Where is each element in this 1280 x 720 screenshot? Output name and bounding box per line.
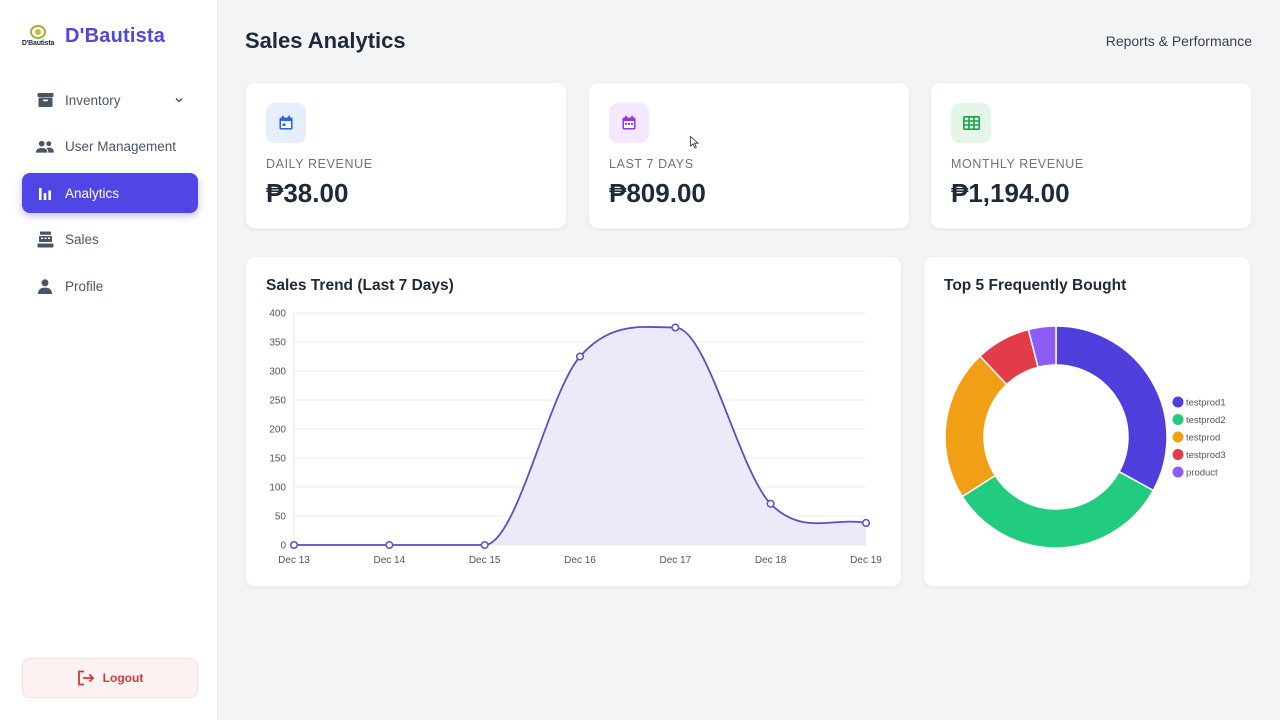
chevron-down-icon[interactable]	[174, 93, 184, 108]
x-tick-label: Dec 19	[850, 555, 882, 566]
mouse-cursor-icon	[690, 135, 700, 154]
top5-card: Top 5 Frequently Bought testprod1 testpro…	[923, 256, 1251, 587]
y-tick-label: 50	[275, 512, 287, 523]
stat-value: ₱1,194.00	[951, 178, 1070, 208]
archive-box-icon	[36, 91, 54, 109]
y-tick-label: 350	[269, 338, 286, 349]
stat-label: DAILY REVENUE	[266, 157, 373, 171]
legend-label[interactable]: testprod2	[1186, 415, 1226, 426]
x-tick-label: Dec 13	[278, 555, 310, 566]
y-tick-label: 200	[269, 425, 286, 436]
sales-trend-chart: 0 50 100 150 200 250 300 350 400 Dec 13 Dec 14 Dec …	[269, 309, 882, 567]
x-tick-label: Dec 18	[755, 555, 787, 566]
data-point[interactable]	[575, 352, 585, 361]
sidebar-item-user-management[interactable]: User Management	[22, 127, 198, 167]
table-grid-icon	[951, 103, 991, 143]
data-point[interactable]	[480, 540, 489, 550]
sidebar-item-label: Sales	[65, 232, 99, 247]
sidebar-item-inventory[interactable]: Inventory	[22, 80, 198, 120]
donut-slice[interactable]	[944, 355, 1008, 498]
x-tick-label: Dec 15	[469, 555, 501, 566]
data-point[interactable]	[289, 540, 299, 550]
calendar-week-icon	[609, 103, 649, 143]
chart-title: Top 5 Frequently Bought	[944, 277, 1127, 294]
sales-trend-card: Sales Trend (Last 7 Days) 0 50 100 150 200 25…	[245, 256, 902, 587]
legend-label[interactable]: product	[1186, 468, 1218, 479]
sidebar-item-label: User Management	[65, 139, 177, 154]
sidebar: D'Bautista D'Bautista Inventory User Man…	[0, 0, 218, 720]
legend-swatch	[1172, 466, 1184, 478]
y-tick-label: 100	[269, 483, 286, 494]
y-tick-label: 300	[269, 367, 286, 378]
brand-name: D'Bautista	[65, 24, 166, 47]
sidebar-item-label: Analytics	[65, 185, 120, 201]
x-tick-label: Dec 14	[373, 555, 405, 566]
legend-swatch	[1172, 414, 1184, 425]
bar-chart-icon	[36, 184, 54, 202]
stat-value: ₱809.00	[609, 178, 706, 208]
x-tick-label: Dec 16	[564, 555, 596, 566]
stat-value: ₱38.00	[266, 178, 349, 208]
stat-label: MONTHLY REVENUE	[951, 157, 1084, 171]
cash-register-icon	[36, 231, 54, 249]
stat-card-last-7-days: LAST 7 DAYS ₱809.00	[588, 82, 910, 229]
stat-card-monthly-revenue: MONTHLY REVENUE ₱1,194.00	[930, 82, 1252, 229]
sidebar-nav: Inventory User Management Analytics Sale…	[22, 80, 198, 313]
brand-logo: D'Bautista	[22, 21, 54, 51]
logout-label: Logout	[102, 671, 144, 685]
users-icon	[36, 138, 54, 156]
legend-swatch	[1172, 396, 1184, 408]
sidebar-item-profile[interactable]: Profile	[22, 266, 198, 306]
calendar-icon	[266, 103, 306, 143]
sidebar-item-sales[interactable]: Sales	[22, 220, 198, 260]
brand[interactable]: D'Bautista D'Bautista	[22, 21, 165, 51]
donut-slice[interactable]	[1027, 325, 1057, 369]
header-subtitle: Reports & Performance	[1105, 33, 1252, 49]
sidebar-item-label: Inventory	[65, 92, 121, 108]
user-icon	[36, 277, 54, 295]
brand-logo-text: D'Bautista	[21, 40, 55, 47]
donut-slice[interactable]	[1055, 325, 1168, 492]
data-point[interactable]	[385, 540, 394, 550]
y-tick-label: 0	[280, 541, 286, 552]
top5-donut-chart: testprod1 testprod2 testprod testprod3 produ…	[944, 325, 1226, 549]
data-point[interactable]	[766, 499, 775, 508]
page-title: Sales Analytics	[245, 28, 406, 53]
logout-icon	[77, 670, 95, 686]
donut-slice[interactable]	[961, 470, 1155, 549]
legend-label[interactable]: testprod	[1186, 433, 1220, 444]
legend-label[interactable]: testprod1	[1186, 398, 1226, 409]
y-tick-label: 250	[269, 396, 286, 407]
data-point[interactable]	[671, 323, 680, 332]
legend-label[interactable]: testprod3	[1186, 450, 1226, 461]
x-tick-label: Dec 17	[659, 555, 691, 566]
y-tick-label: 150	[269, 454, 286, 465]
data-point[interactable]	[861, 518, 871, 528]
sales-area-fill	[294, 326, 866, 545]
stat-label: LAST 7 DAYS	[609, 157, 694, 171]
logout-button[interactable]: Logout	[22, 658, 198, 698]
sidebar-item-analytics[interactable]: Analytics	[22, 173, 198, 213]
y-tick-label: 400	[269, 309, 286, 320]
stat-card-daily-revenue: DAILY REVENUE ₱38.00	[245, 82, 567, 229]
chart-title: Sales Trend (Last 7 Days)	[266, 277, 454, 294]
legend-swatch	[1172, 431, 1184, 443]
legend-swatch	[1172, 449, 1184, 460]
sidebar-item-label: Profile	[65, 278, 104, 294]
